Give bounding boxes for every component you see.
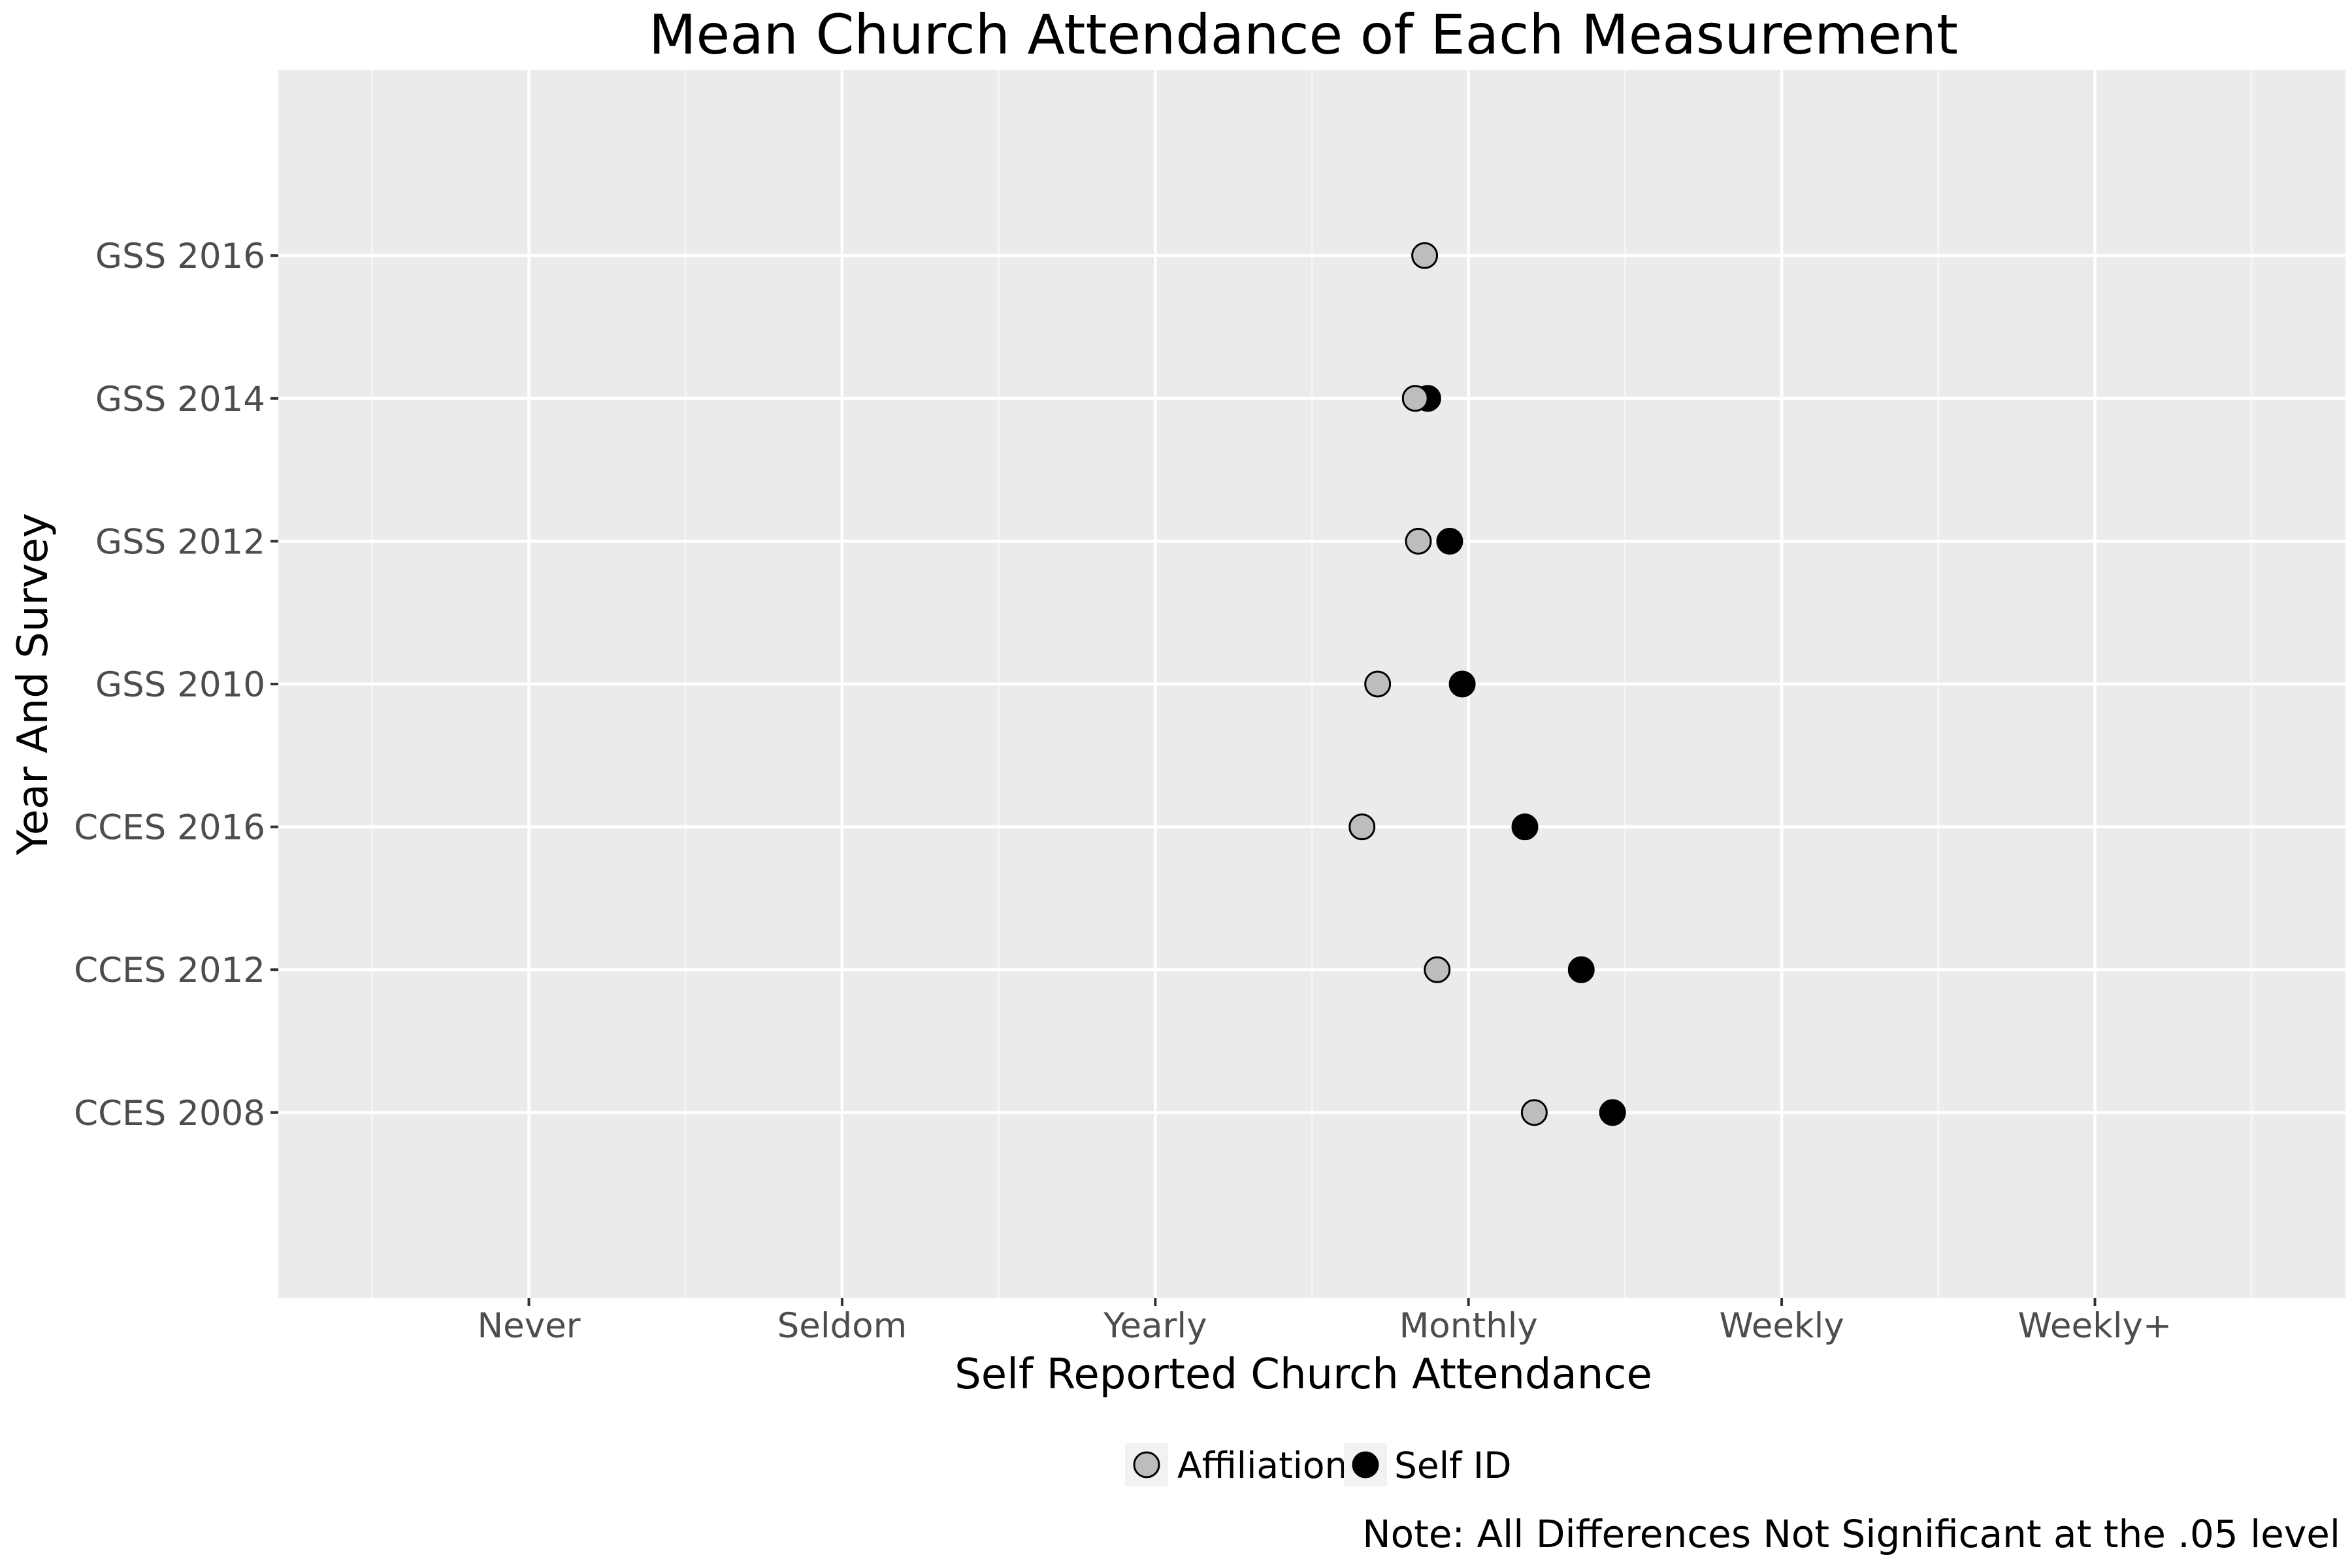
point-affiliation — [1411, 242, 1439, 269]
point-affiliation — [1405, 527, 1432, 555]
point-self-id — [1599, 1099, 1626, 1126]
y-tick-label: CCES 2008 — [74, 1094, 265, 1134]
x-axis: Never Seldom Yearly Monthly Weekly Weekly+ — [477, 1298, 2172, 1346]
point-affiliation — [1424, 956, 1451, 983]
y-tick-label: GSS 2012 — [95, 522, 265, 562]
x-tick-label: Never — [477, 1306, 580, 1346]
legend-key-symbol — [1133, 1451, 1160, 1478]
y-tick-label: GSS 2016 — [95, 237, 265, 276]
point-self-id — [1511, 813, 1539, 841]
footnote: Note: All Differences Not Significant at… — [1362, 1512, 2340, 1556]
major-gridlines — [278, 70, 2345, 1298]
point-affiliation — [1520, 1099, 1548, 1126]
point-self-id — [1448, 670, 1476, 698]
x-tick-label: Weekly — [1719, 1306, 1844, 1346]
legend-key-symbol — [1352, 1451, 1379, 1478]
point-self-id — [1436, 527, 1463, 555]
data-points — [1348, 242, 1626, 1126]
y-tick-label: GSS 2010 — [95, 665, 265, 705]
legend-label: Affiliation — [1177, 1445, 1347, 1486]
point-affiliation — [1364, 670, 1392, 698]
point-affiliation — [1348, 813, 1376, 841]
y-tick-label: CCES 2012 — [74, 951, 265, 990]
point-affiliation — [1401, 385, 1429, 412]
legend-label: Self ID — [1394, 1445, 1511, 1486]
y-tick-label: GSS 2014 — [95, 380, 265, 419]
y-tick-label: CCES 2016 — [74, 808, 265, 848]
point-self-id — [1567, 956, 1595, 983]
legend: Affiliation Self ID — [1125, 1443, 1511, 1486]
x-tick-label: Seldom — [777, 1306, 907, 1346]
x-tick-label: Yearly — [1103, 1306, 1207, 1346]
y-axis: GSS 2016 GSS 2014 GSS 2012 GSS 2010 CCES 201… — [74, 237, 278, 1134]
x-axis-title: Self Reported Church Attendance — [955, 1350, 1652, 1399]
x-tick-label: Weekly+ — [2018, 1306, 2172, 1346]
chart-title: Mean Church Attendance of Each Measureme… — [649, 3, 1958, 67]
x-tick-label: Monthly — [1399, 1306, 1538, 1346]
y-axis-title: Year And Survey — [9, 513, 57, 856]
